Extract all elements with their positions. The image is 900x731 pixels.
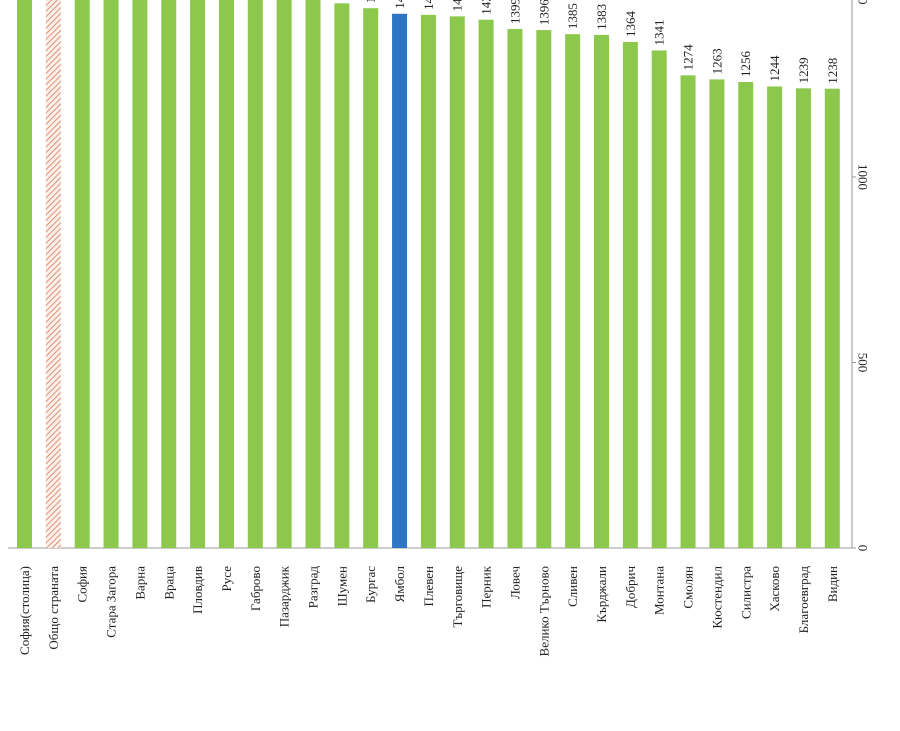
category-label: Хасково: [767, 566, 782, 612]
category-label: Стара Загора: [104, 566, 119, 638]
bar: [334, 3, 350, 548]
data-label: 1238: [825, 58, 840, 84]
category-label: Ямбол: [392, 565, 407, 602]
y-tick-label: 1000: [856, 164, 871, 190]
bar: [74, 0, 90, 548]
category-label: Варна: [132, 566, 147, 600]
y-tick-label: 1500: [856, 0, 871, 5]
category-label: Враца: [161, 566, 176, 600]
data-label: 1455: [363, 0, 378, 3]
category-label: Габрово: [248, 566, 263, 611]
category-label: Кърджали: [594, 566, 609, 623]
category-label: Ловеч: [507, 566, 522, 600]
y-tick-label: 0: [856, 545, 871, 552]
category-label: Бургас: [363, 566, 378, 603]
bars: [17, 0, 840, 549]
bar: [767, 86, 783, 548]
bar: [565, 34, 581, 549]
bar: [132, 0, 148, 548]
category-label: Велико Търново: [536, 566, 551, 656]
bar: [594, 34, 609, 549]
bar: [161, 0, 177, 549]
data-label: 1244: [767, 55, 782, 82]
category-label: Монтана: [652, 566, 667, 615]
bar: [795, 88, 811, 549]
category-labels: София(столица) Общо страната София Стара За…: [17, 565, 840, 656]
bar: [622, 41, 638, 549]
category-label: Смолян: [681, 566, 696, 609]
bar: [536, 30, 552, 549]
data-label: 1424: [479, 0, 494, 15]
bar: [363, 8, 379, 548]
data-label: 1239: [796, 57, 811, 83]
bar: [824, 88, 840, 549]
bar: [651, 50, 667, 548]
category-label: Перник: [479, 565, 494, 608]
bar: [392, 13, 408, 548]
data-label: 1437: [421, 0, 436, 10]
data-label: 1385: [565, 3, 580, 29]
value-labels: 2603188217371726170316501606152615171497…: [363, 0, 840, 84]
data-label: 1396: [536, 0, 551, 25]
bar: [276, 0, 292, 549]
category-label: Плевен: [421, 566, 436, 606]
data-label: 1364: [623, 10, 638, 37]
data-label: 1399: [507, 0, 522, 24]
category-label: Разград: [306, 566, 321, 609]
category-label: Общо страната: [46, 566, 61, 650]
bar: [17, 0, 32, 548]
data-label: 1274: [681, 44, 696, 71]
bar: [738, 82, 754, 549]
category-label: Кюстендил: [709, 565, 724, 628]
category-label: Шумен: [334, 566, 349, 606]
y-tick-labels: 050010001500200025003000: [856, 0, 871, 551]
bar: [680, 75, 696, 548]
category-label: София(столица): [17, 566, 32, 655]
bar: [709, 79, 725, 548]
data-label: 1383: [594, 4, 609, 30]
category-label: Благоевград: [796, 566, 811, 634]
category-label: Пазарджик: [277, 565, 292, 627]
bar: [478, 19, 494, 549]
category-label: Добрич: [623, 566, 638, 608]
category-label: Търговище: [450, 566, 465, 628]
y-tick-label: 500: [856, 353, 871, 373]
data-label: 1440: [392, 0, 407, 9]
bar: [305, 0, 321, 549]
bar: [103, 0, 119, 549]
category-label: Сливен: [565, 566, 580, 607]
category-label: Силистра: [738, 566, 753, 619]
category-label: Русе: [219, 566, 234, 592]
bar: [420, 14, 436, 549]
category-label: София: [75, 566, 90, 603]
bar: [218, 0, 234, 548]
category-label: Видин: [825, 566, 840, 602]
data-label: 1433: [450, 0, 465, 11]
category-label: Пловдив: [190, 566, 205, 614]
bar: [507, 28, 523, 548]
bar: [449, 16, 465, 549]
bar: [247, 0, 263, 549]
bar: [45, 0, 61, 548]
data-label: 1341: [652, 19, 667, 45]
data-label: 1263: [709, 48, 724, 74]
data-label: 1256: [738, 51, 753, 78]
bar: [190, 0, 206, 548]
